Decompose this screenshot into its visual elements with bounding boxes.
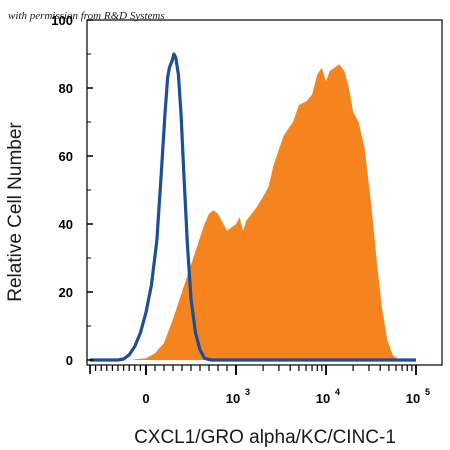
y-tick-label: 40	[59, 217, 73, 232]
y-axis: 0 20 40 60 80 100	[51, 13, 93, 368]
x-tick-label: 0	[142, 391, 149, 406]
y-tick-label: 100	[51, 13, 73, 28]
y-tick-label: 60	[59, 149, 73, 164]
x-axis-title: CXCL1/GRO alpha/KC/CINC-1	[134, 427, 396, 448]
y-tick-label: 80	[59, 81, 73, 96]
y-axis-title: Relative Cell Number	[5, 122, 26, 302]
plot-frame	[86, 19, 443, 366]
x-tick-exponent: 5	[425, 387, 430, 397]
credit-text: with permission from R&D Systems	[8, 10, 165, 22]
x-tick-exponent: 4	[335, 387, 340, 397]
control-histogram-line	[90, 52, 416, 362]
x-tick-exponent: 3	[245, 387, 250, 397]
y-tick-label: 20	[59, 285, 73, 300]
x-tick-label: 10	[226, 391, 240, 406]
y-tick-label: 0	[66, 353, 73, 368]
x-axis: 0 10 3 10 4 10 5	[89, 365, 430, 406]
plot-area	[90, 52, 416, 362]
x-tick-label: 10	[406, 391, 420, 406]
sample-histogram-filled	[90, 64, 416, 360]
x-tick-label: 10	[316, 391, 330, 406]
